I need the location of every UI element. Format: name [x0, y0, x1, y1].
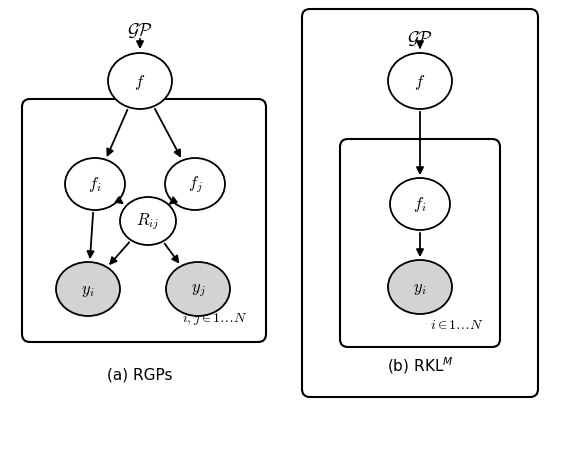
Text: $f_i$: $f_i$	[413, 195, 427, 214]
Text: $f_i$: $f_i$	[88, 175, 102, 194]
Ellipse shape	[388, 260, 452, 314]
Text: $\mathcal{G}\mathcal{P}$: $\mathcal{G}\mathcal{P}$	[127, 22, 153, 40]
Text: $f_j$: $f_j$	[188, 174, 202, 195]
Ellipse shape	[56, 263, 120, 316]
Text: $i, j \in 1 \ldots N$: $i, j \in 1 \ldots N$	[182, 310, 248, 326]
Text: $i \in 1 \ldots N$: $i \in 1 \ldots N$	[430, 317, 484, 331]
Ellipse shape	[388, 54, 452, 110]
Ellipse shape	[166, 263, 230, 316]
Ellipse shape	[65, 159, 125, 211]
Text: (b) RKL$^M$: (b) RKL$^M$	[387, 354, 454, 375]
Ellipse shape	[390, 179, 450, 231]
Text: $f$: $f$	[134, 72, 146, 91]
Text: $\mathcal{G}\mathcal{P}$: $\mathcal{G}\mathcal{P}$	[407, 30, 433, 48]
Text: $y_i$: $y_i$	[81, 280, 95, 298]
Text: $y_j$: $y_j$	[191, 280, 205, 298]
Text: $R_{ij}$: $R_{ij}$	[137, 211, 160, 232]
Text: (a) RGPs: (a) RGPs	[107, 367, 173, 382]
Ellipse shape	[165, 159, 225, 211]
Ellipse shape	[120, 197, 176, 245]
Text: $f$: $f$	[414, 72, 425, 91]
Ellipse shape	[108, 54, 172, 110]
Text: $y_i$: $y_i$	[413, 278, 427, 296]
